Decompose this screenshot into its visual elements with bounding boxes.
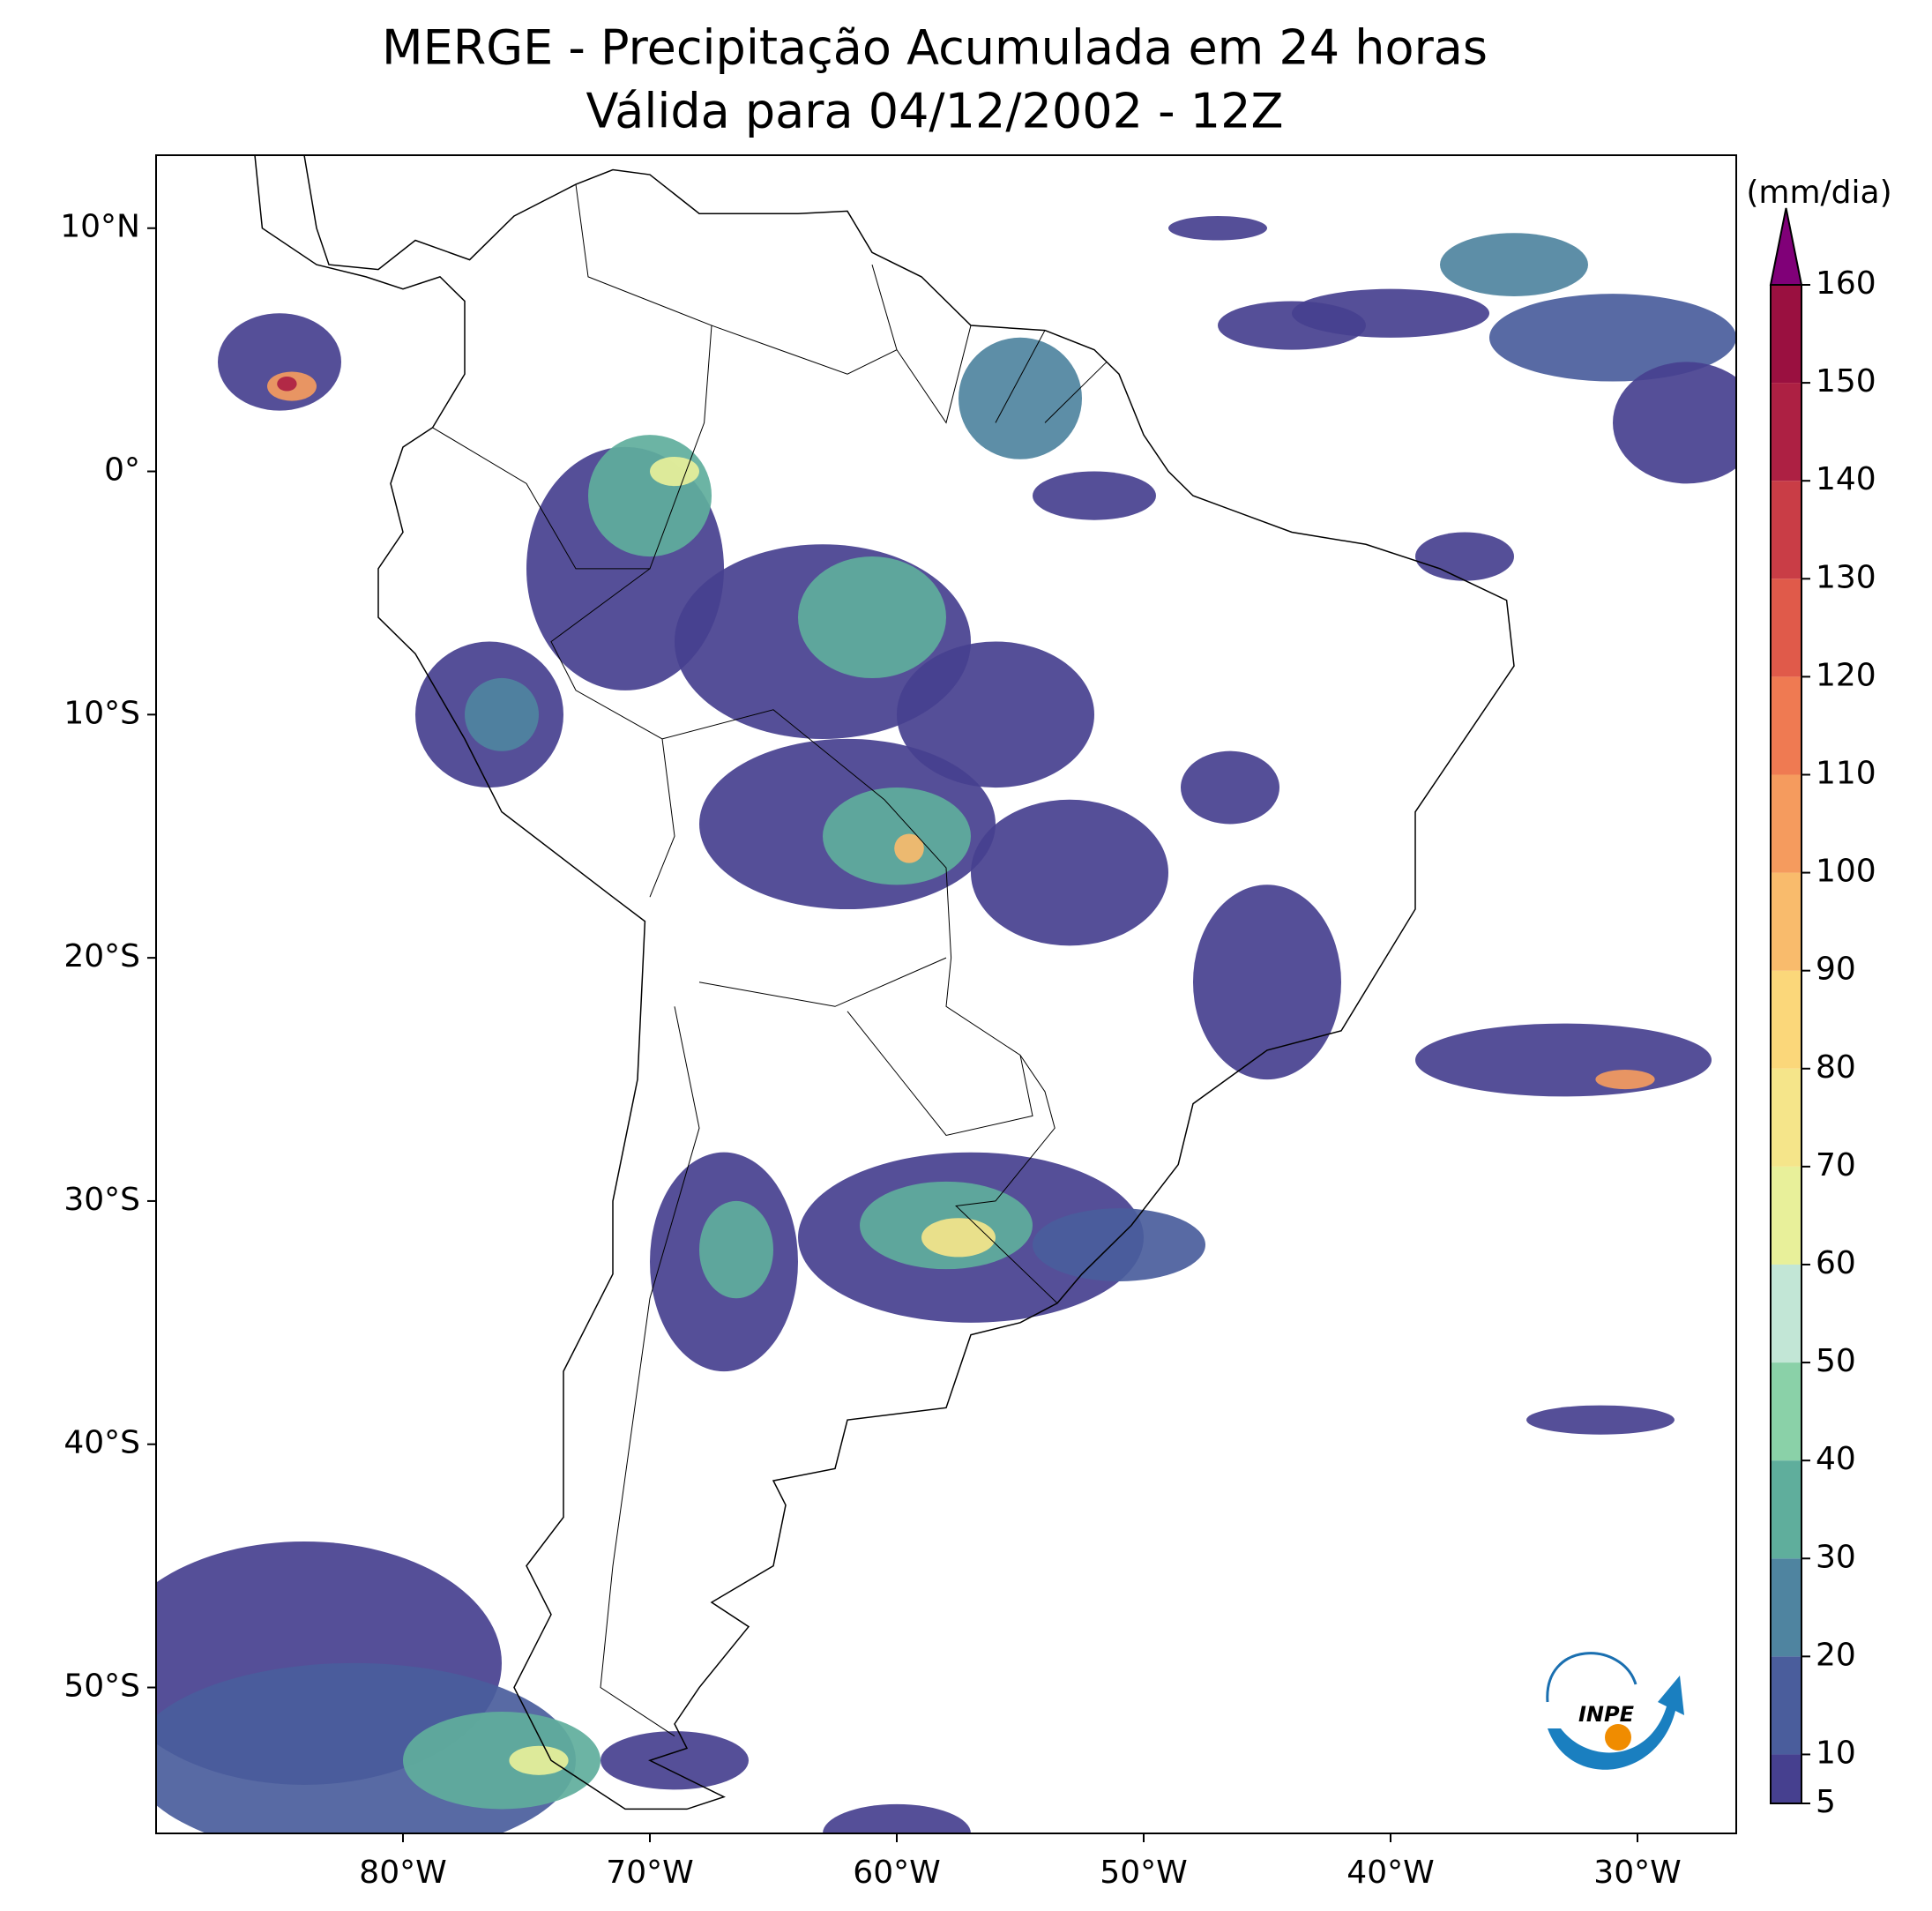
- colorbar-extend: [1769, 207, 1803, 286]
- precip-area: [921, 1218, 996, 1258]
- x-tick-label: 70°W: [606, 1855, 693, 1891]
- y-tick-label: 40°S: [63, 1425, 140, 1461]
- colorbar-band: [1771, 1166, 1801, 1265]
- colorbar-tick-label: 100: [1816, 854, 1876, 890]
- colorbar-tick-label: 60: [1816, 1245, 1856, 1281]
- precip-area: [1168, 215, 1267, 241]
- border: [1044, 362, 1108, 423]
- colorbar-tick-label: 140: [1816, 461, 1876, 497]
- precip-area: [277, 376, 297, 392]
- colorbar-tick-label: 20: [1816, 1637, 1856, 1673]
- y-tick-label: 20°S: [63, 938, 140, 974]
- colorbar-tick-label: 5: [1816, 1784, 1836, 1820]
- precip-area: [600, 1731, 749, 1790]
- x-tick-label: 50°W: [1100, 1855, 1187, 1891]
- precip-area: [465, 677, 539, 751]
- colorbar-tick-label: 130: [1816, 559, 1876, 595]
- precip-area: [798, 556, 946, 679]
- precip-area: [509, 1745, 569, 1775]
- y-tick-label: 10°S: [63, 695, 140, 731]
- y-tick-label: 0°: [104, 452, 140, 489]
- colorbar-tick-label: 70: [1816, 1147, 1856, 1183]
- colorbar-band: [1771, 481, 1801, 579]
- precip-area: [1193, 885, 1341, 1080]
- precipitation-field: [156, 215, 1736, 1833]
- precip-area: [650, 456, 699, 487]
- colorbar-tick-label: 80: [1816, 1049, 1856, 1086]
- y-tick-label: 50°S: [63, 1668, 140, 1705]
- colorbar-tick-label: 40: [1816, 1441, 1856, 1477]
- colorbar-band: [1771, 383, 1801, 481]
- colorbar-band: [1771, 1068, 1801, 1167]
- colorbar-band: [1771, 1460, 1801, 1559]
- colorbar-tick-label: 30: [1816, 1539, 1856, 1575]
- border: [896, 325, 972, 424]
- precip-area: [1613, 362, 1736, 484]
- x-tick-label: 80°W: [359, 1855, 446, 1891]
- x-tick-label: 30°W: [1593, 1855, 1681, 1891]
- colorbar-band: [1771, 872, 1801, 971]
- colorbar-tick-label: 150: [1816, 363, 1876, 399]
- colorbar-band: [1771, 1558, 1801, 1657]
- precip-area: [699, 1200, 773, 1299]
- precip-area: [1415, 532, 1514, 581]
- precip-area: [1033, 1208, 1205, 1281]
- precip-area: [1181, 750, 1279, 825]
- colorbar-band: [1771, 676, 1801, 775]
- colorbar-frame: [1770, 284, 1802, 1804]
- precip-area: [1489, 294, 1736, 382]
- border: [661, 709, 1058, 1304]
- coastline: [254, 155, 1515, 1810]
- precip-area: [1218, 301, 1366, 350]
- colorbar-band: [1771, 1264, 1801, 1363]
- colorbar-tick-label: 110: [1816, 755, 1876, 791]
- colorbar-band: [1771, 774, 1801, 873]
- precip-area: [894, 833, 924, 863]
- colorbar-tick-label: 120: [1816, 657, 1876, 693]
- colorbar-band: [1771, 1656, 1801, 1755]
- subtitle: Válida para 04/12/2002 - 12Z: [586, 84, 1284, 139]
- border: [550, 568, 663, 740]
- precip-area: [959, 337, 1082, 459]
- colorbar-band: [1771, 1754, 1801, 1803]
- colorbar-band: [1771, 285, 1801, 384]
- colorbar-band: [1771, 579, 1801, 677]
- precip-area: [1440, 233, 1588, 296]
- precip-area: [1595, 1069, 1655, 1090]
- map-frame: [155, 154, 1737, 1834]
- title: MERGE - Precipitação Acumulada em 24 hor…: [382, 20, 1488, 76]
- colorbar-tick-label: 50: [1816, 1343, 1856, 1379]
- colorbar-tick-label: 90: [1816, 952, 1856, 988]
- precip-area: [823, 788, 971, 885]
- border: [649, 738, 675, 898]
- border: [698, 957, 947, 1007]
- precip-area: [971, 799, 1168, 946]
- inpe-logo: INPE: [1546, 1652, 1684, 1770]
- x-tick-label: 60°W: [853, 1855, 940, 1891]
- precip-area: [1033, 471, 1156, 520]
- border: [847, 1011, 1033, 1137]
- x-tick-label: 40°W: [1346, 1855, 1434, 1891]
- colorbar-tick-label: 10: [1816, 1735, 1856, 1771]
- y-tick-label: 10°N: [60, 209, 140, 245]
- border: [995, 330, 1046, 423]
- precip-area: [823, 1803, 971, 1833]
- coastline-path: [254, 155, 1515, 1810]
- colorbar-band: [1771, 1362, 1801, 1461]
- precip-area: [1526, 1405, 1675, 1435]
- colorbar-band: [1771, 970, 1801, 1069]
- border: [600, 1006, 700, 1737]
- precip-area: [403, 1712, 600, 1810]
- precip-area: [1415, 1023, 1712, 1097]
- precip-area: [897, 641, 1094, 788]
- y-tick-label: 30°S: [63, 1182, 140, 1218]
- border: [432, 184, 712, 570]
- logo-text: INPE: [1578, 1702, 1635, 1727]
- colorbar-tick-label: 160: [1816, 265, 1876, 302]
- border: [711, 264, 898, 375]
- colorbar-label: (mm/dia): [1746, 175, 1891, 211]
